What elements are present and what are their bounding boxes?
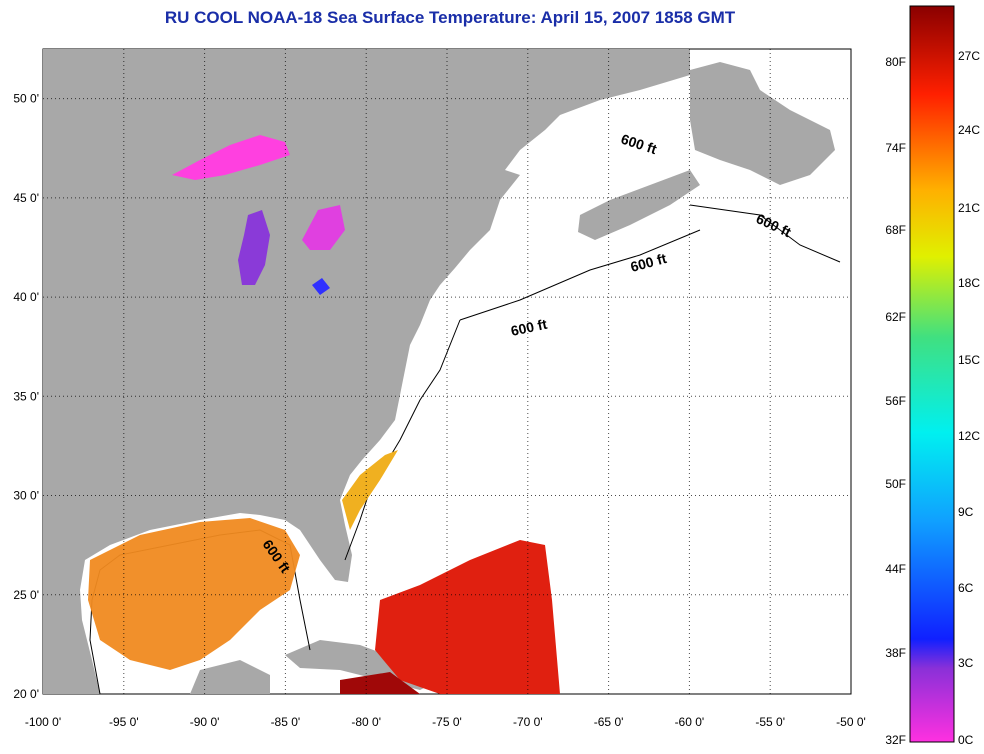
lake-michigan bbox=[238, 210, 270, 285]
y-tick-label: 30 0' bbox=[13, 489, 39, 503]
x-tick-label: -90 0' bbox=[190, 715, 220, 729]
contour-label: 600 ft bbox=[509, 316, 548, 339]
y-tick-label: 50 0' bbox=[13, 92, 39, 106]
x-tick-label: -85 0' bbox=[271, 715, 301, 729]
map-title: RU COOL NOAA-18 Sea Surface Temperature:… bbox=[164, 8, 736, 27]
grid-lines bbox=[43, 49, 851, 694]
land-nova-scotia bbox=[578, 170, 700, 240]
y-tick-label: 45 0' bbox=[13, 191, 39, 205]
x-tick-label: -65 0' bbox=[594, 715, 624, 729]
y-tick-label: 20 0' bbox=[13, 687, 39, 701]
x-tick-label: -75 0' bbox=[432, 715, 462, 729]
x-tick-label: -80 0' bbox=[351, 715, 381, 729]
land-newfoundland bbox=[690, 62, 835, 185]
y-tick-label: 35 0' bbox=[13, 389, 39, 403]
x-tick-label: -50 0' bbox=[836, 715, 866, 729]
x-tick-label: -55 0' bbox=[755, 715, 785, 729]
x-tick-label: -70 0' bbox=[513, 715, 543, 729]
x-tick-label: -95 0' bbox=[109, 715, 139, 729]
x-tick-label: -100 0' bbox=[25, 715, 61, 729]
y-axis: 20 0' 25 0' 30 0' 35 0' 40 0' 45 0' 50 0' bbox=[13, 92, 39, 701]
sst-gulf-of-mexico bbox=[88, 518, 300, 670]
land-yucatan bbox=[190, 660, 270, 694]
lake-superior bbox=[172, 135, 290, 180]
x-axis: -100 0' -95 0' -90 0' -85 0' -80 0' -75 0' -70… bbox=[25, 715, 866, 729]
x-tick-label: -60 0' bbox=[675, 715, 705, 729]
sst-florida-strip bbox=[342, 450, 398, 530]
y-tick-label: 25 0' bbox=[13, 588, 39, 602]
sst-caribbean-dark bbox=[340, 672, 420, 694]
y-tick-label: 40 0' bbox=[13, 290, 39, 304]
lake-huron bbox=[302, 205, 345, 250]
lake-erie-ontario bbox=[312, 278, 330, 295]
land-north-america bbox=[43, 49, 690, 694]
sst-caribbean bbox=[375, 540, 560, 694]
shelf-atlantic bbox=[89, 204, 841, 695]
